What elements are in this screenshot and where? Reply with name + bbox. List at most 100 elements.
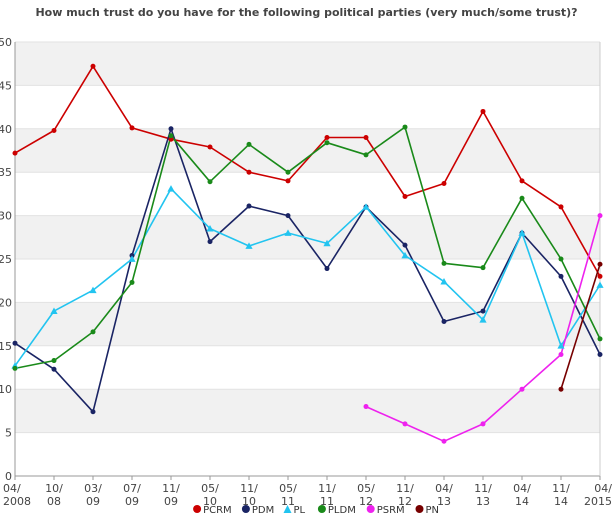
data-point-pcrm [441, 180, 447, 186]
y-tick-label: 15 [0, 340, 12, 353]
data-point-pcrm [168, 136, 174, 142]
x-tick-label: 04/ [513, 482, 531, 495]
x-tick-label: 05/ [279, 482, 297, 495]
grid-band [15, 259, 600, 303]
data-point-pn [558, 386, 564, 392]
data-point-psrm [363, 404, 369, 410]
x-tick-label: 05/ [357, 482, 375, 495]
legend-label: PSRM [377, 505, 405, 516]
legend-marker [241, 505, 250, 513]
x-tick-label: 09 [86, 495, 100, 508]
data-point-pldm [402, 124, 408, 130]
data-point-pdm [480, 308, 486, 314]
data-point-pl [167, 185, 175, 192]
data-point-pdm [324, 266, 330, 272]
data-point-psrm [402, 421, 408, 427]
data-point-pl [557, 342, 565, 349]
series-line-pdm [14, 128, 601, 413]
x-tick-label: 11/ [396, 482, 414, 495]
data-point-pcrm [519, 178, 525, 184]
x-tick-label: 08 [47, 495, 61, 508]
x-tick-label: 10 [203, 495, 217, 508]
data-point-pl [284, 229, 292, 236]
data-point-pn [597, 261, 603, 267]
x-tick-label: 09 [164, 495, 178, 508]
data-point-pldm [207, 179, 213, 185]
x-tick-label: 14 [515, 495, 529, 508]
data-point-pcrm [480, 108, 486, 114]
legend-marker [366, 505, 375, 513]
x-tick-label: 2008 [3, 495, 31, 508]
grid-band [15, 432, 600, 476]
data-point-pldm [558, 256, 564, 262]
data-point-pldm [324, 140, 330, 146]
y-tick-label: 40 [0, 123, 12, 136]
series-line-pl [14, 187, 601, 367]
legend-item-pldm: PLDM [317, 505, 356, 516]
data-point-pcrm [129, 125, 135, 131]
data-point-pcrm [402, 194, 408, 200]
data-point-pdm [246, 203, 252, 209]
y-tick-label: 50 [0, 36, 12, 49]
data-point-pcrm [324, 134, 330, 140]
data-point-pl [596, 281, 604, 288]
x-tick-label: 11/ [474, 482, 492, 495]
legend-item-pn: PN [415, 505, 440, 516]
legend-label: PCRM [203, 505, 232, 516]
x-tick-label: 10 [242, 495, 256, 508]
data-point-pdm [597, 351, 603, 357]
data-point-psrm [480, 421, 486, 427]
legend-label: PLDM [328, 505, 356, 516]
x-tick-label: 11/ [318, 482, 336, 495]
data-point-pcrm [558, 204, 564, 210]
data-point-pdm [285, 213, 291, 219]
data-point-pldm [90, 329, 96, 335]
x-tick-label: 04/ [435, 482, 453, 495]
data-point-pdm [51, 366, 57, 372]
x-tick-label: 04/ [3, 482, 21, 495]
data-point-pldm [363, 152, 369, 158]
grid-band [15, 215, 600, 259]
data-point-psrm [597, 213, 603, 219]
legend-label: PDM [252, 505, 274, 516]
y-tick-label: 45 [0, 79, 12, 92]
data-point-pcrm [363, 134, 369, 140]
data-point-pcrm [12, 150, 18, 156]
data-point-pl [50, 307, 58, 314]
legend-label: PN [426, 505, 440, 516]
data-point-pdm [402, 242, 408, 248]
grid-band [15, 85, 600, 129]
data-point-psrm [441, 438, 447, 444]
x-tick-label: 14 [554, 495, 568, 508]
data-point-pldm [285, 169, 291, 175]
data-point-pldm [441, 260, 447, 266]
data-point-pldm [519, 195, 525, 201]
x-tick-label: 11/ [240, 482, 258, 495]
data-point-pcrm [285, 178, 291, 184]
data-point-pdm [558, 273, 564, 279]
data-point-pl [362, 203, 370, 210]
data-point-pcrm [597, 273, 603, 279]
y-tick-label: 25 [0, 253, 12, 266]
legend-marker [317, 505, 326, 513]
data-point-pdm [12, 340, 18, 346]
data-point-pl [323, 239, 331, 247]
grid-band [15, 345, 600, 390]
data-point-pl [518, 229, 526, 236]
x-tick-label: 12 [359, 495, 373, 508]
series-line-pldm [14, 126, 601, 370]
grid-band [15, 128, 600, 173]
data-point-pdm [90, 409, 96, 415]
y-tick-label: 20 [0, 296, 12, 309]
data-point-pl [440, 277, 448, 285]
data-point-pldm [129, 279, 135, 285]
data-point-pldm [51, 358, 57, 364]
data-point-pl [128, 255, 136, 262]
legend-label: PL [294, 505, 306, 516]
data-point-pldm [168, 133, 174, 139]
x-tick-label: 09 [125, 495, 139, 508]
legend-item-pcrm: PCRM [193, 505, 232, 516]
data-point-pcrm [246, 169, 252, 175]
